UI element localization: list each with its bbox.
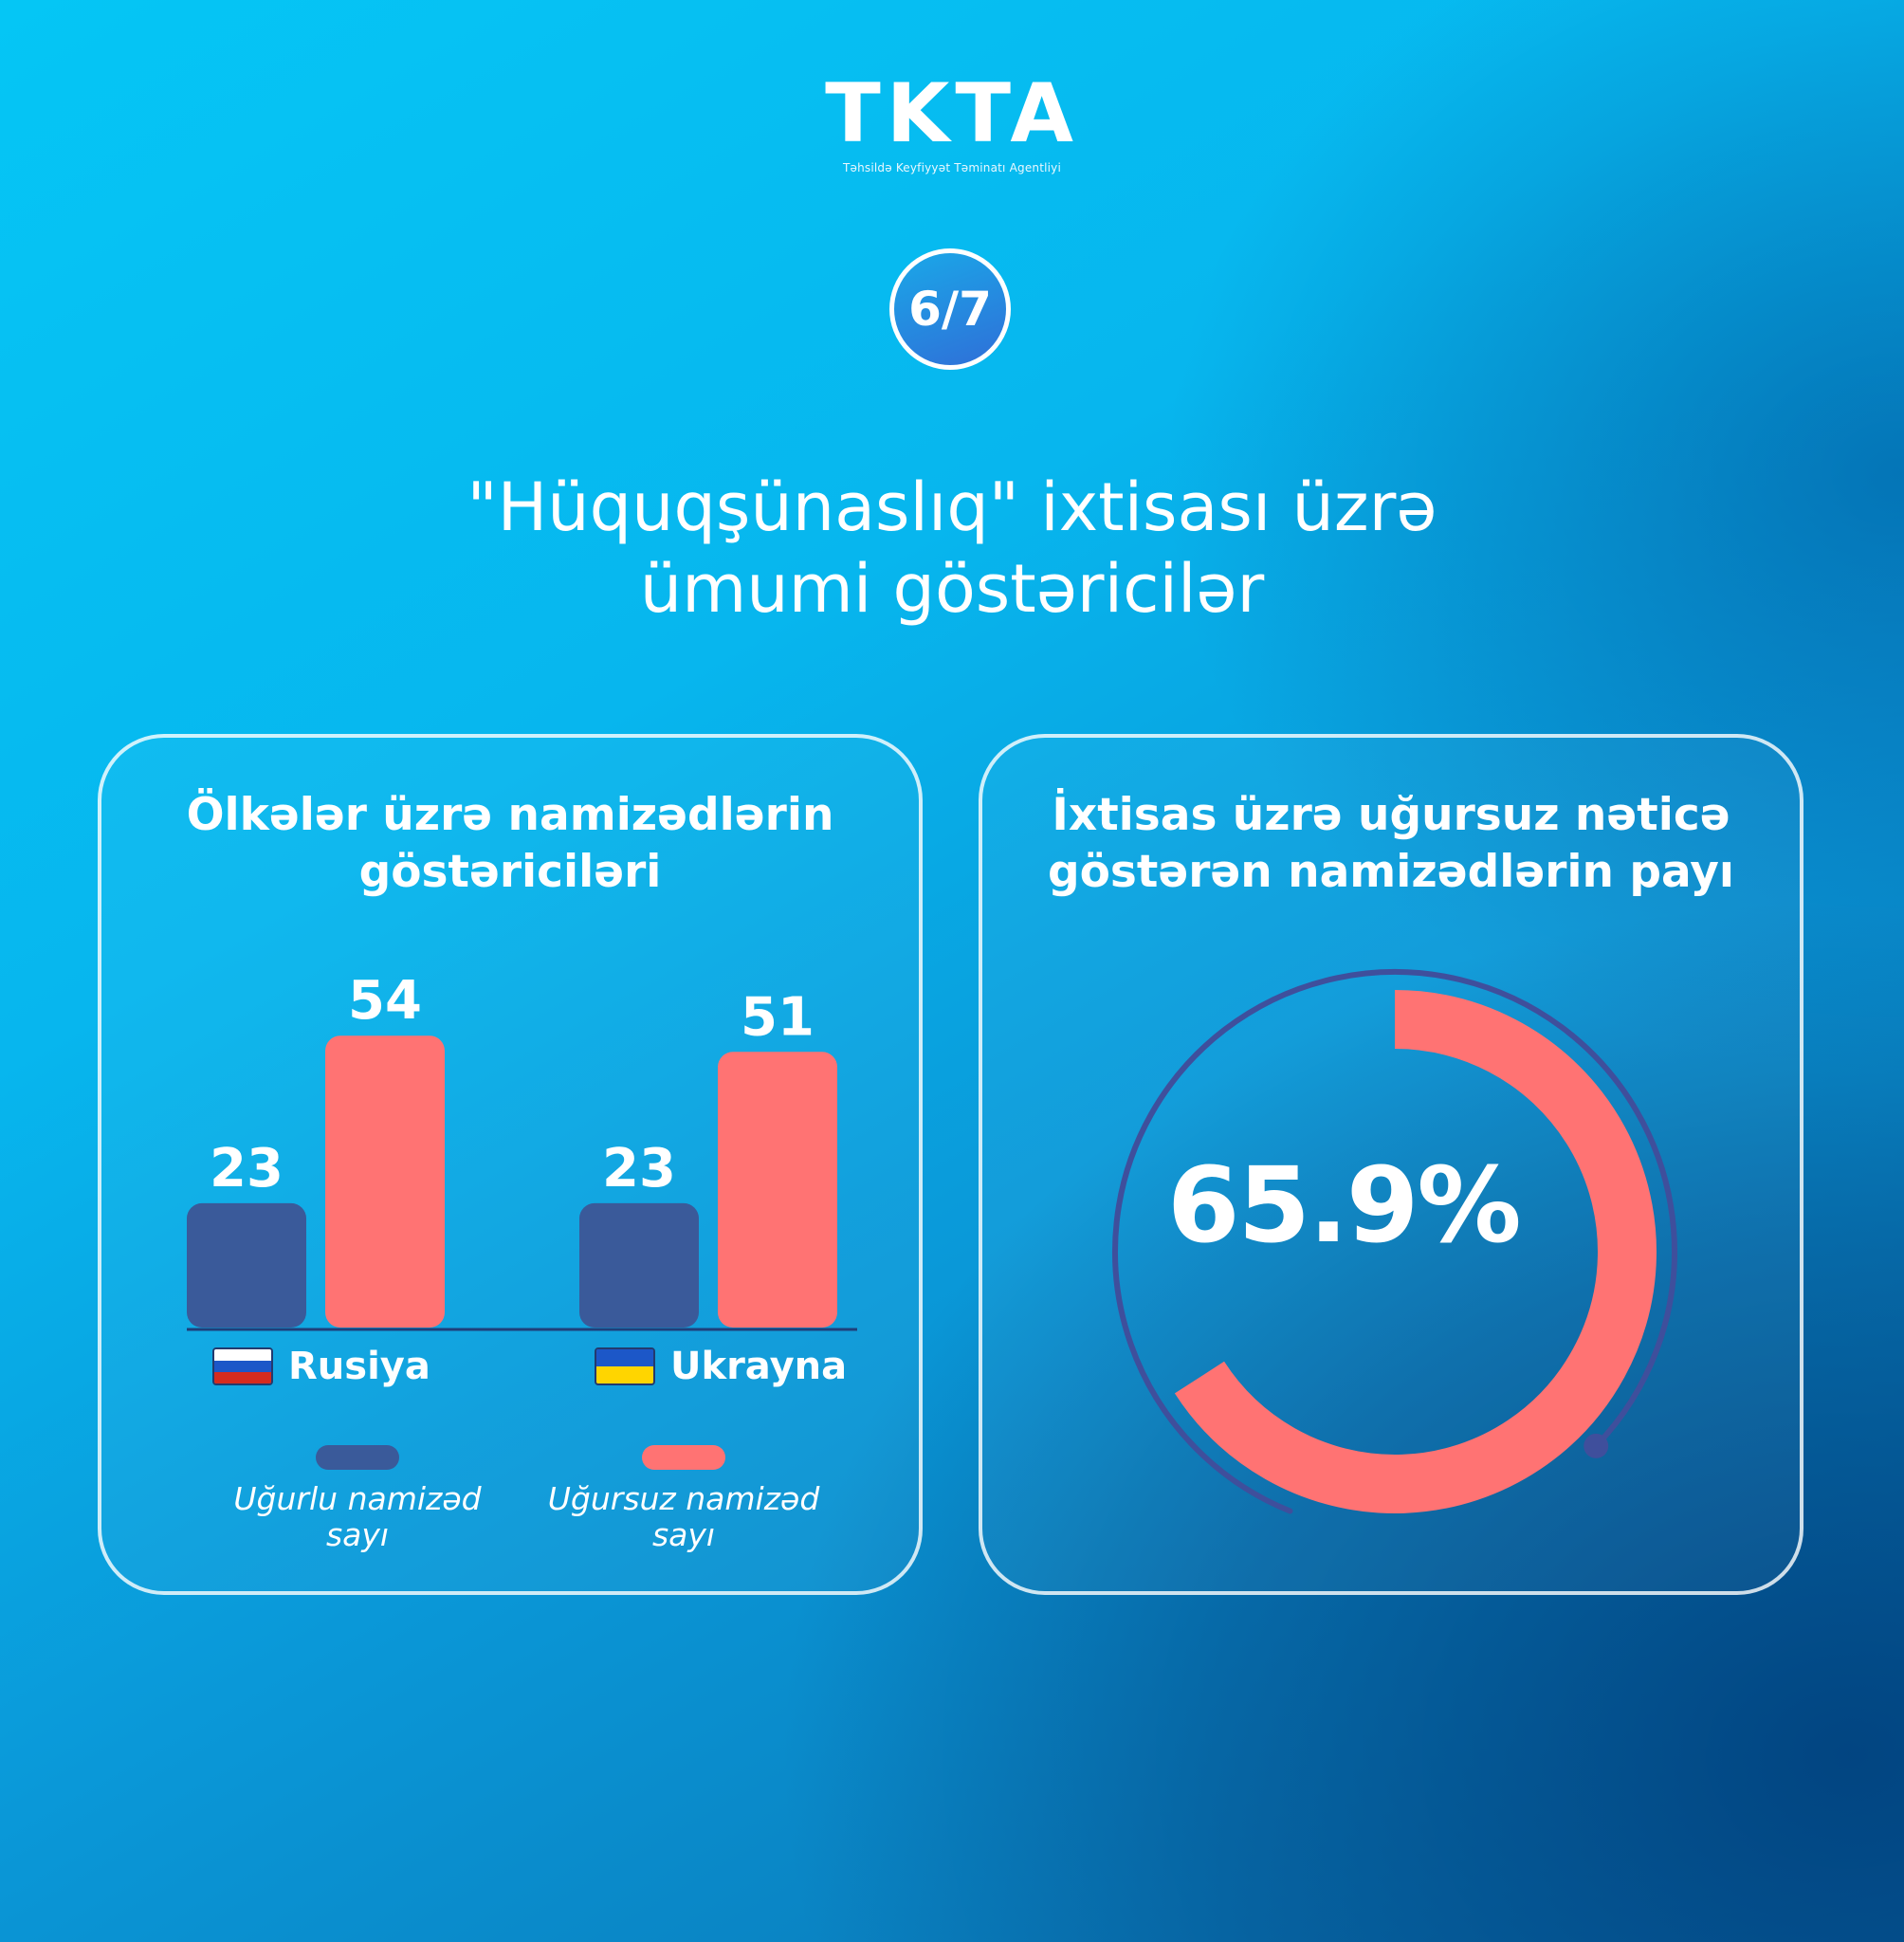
- bar-value-rusiya-successful: 23: [210, 1138, 284, 1200]
- bar-rusiya-successful: [187, 1202, 306, 1328]
- legend-label-successful-line-2: sayı: [325, 1516, 390, 1553]
- legend-label-unsuccessful-line-2: sayı: [651, 1516, 716, 1553]
- legend-label-unsuccessful-line-1: Uğursuz namizəd: [547, 1480, 820, 1517]
- donut-track: [1112, 969, 1677, 1514]
- donut-value-arc: [1174, 990, 1657, 1513]
- legend-swatch-unsuccessful: [642, 1445, 725, 1470]
- bar-value-ukrayna-unsuccessful: 51: [741, 986, 815, 1048]
- country-name-russia: Rusiya: [288, 1345, 430, 1388]
- logo-subtitle: Təhsildə Keyfiyyət Təminatı Agentliyi: [842, 161, 1062, 174]
- page-title-line-2: ümumi göstəricilər: [639, 550, 1265, 628]
- country-label-russia: Rusiya: [212, 1345, 430, 1388]
- bar-ukrayna-unsuccessful: [718, 1052, 837, 1328]
- page-title-line-1: "Hüquqşünaslıq" ixtisası üzrə: [467, 468, 1437, 546]
- legend-item-successful: Uğurlu namizəd sayı: [196, 1445, 519, 1553]
- bar-chart-title-line-1: Ölkələr üzrə namizədlərin: [186, 789, 834, 841]
- legend-label-successful: Uğurlu namizəd sayı: [196, 1481, 519, 1553]
- unsuccessful-share-panel: İxtisas üzrə uğursuz nəticə göstərən nam…: [979, 734, 1803, 1595]
- bar-chart: 23 54 23 51: [187, 970, 857, 1331]
- donut-track-end-dot: [1584, 1433, 1609, 1458]
- logo: TKTA Təhsildə Keyfiyyət Təminatı Agentli…: [0, 66, 1904, 174]
- donut-chart-title-line-2: göstərən namizədlərin payı: [1047, 846, 1735, 898]
- bar-value-rusiya-unsuccessful: 54: [348, 970, 422, 1032]
- bar-chart-title-line-2: göstəriciləri: [358, 846, 662, 898]
- bar-ukrayna-successful: [579, 1202, 699, 1328]
- ukraine-flag-icon: [595, 1347, 655, 1385]
- country-name-ukraine: Ukrayna: [670, 1345, 848, 1388]
- donut-chart-title: İxtisas üzrə uğursuz nəticə göstərən nam…: [982, 787, 1800, 901]
- legend-label-unsuccessful: Uğursuz namizəd sayı: [522, 1481, 845, 1553]
- page-indicator: 6/7: [889, 248, 1011, 370]
- logo-title: TKTA: [825, 66, 1079, 161]
- country-label-ukraine: Ukrayna: [595, 1345, 847, 1388]
- legend-swatch-successful: [316, 1445, 399, 1470]
- bar-value-ukrayna-successful: 23: [602, 1138, 676, 1200]
- country-bar-chart-panel: Ölkələr üzrə namizədlərin göstəriciləri …: [98, 734, 923, 1595]
- donut-chart: [1112, 969, 1677, 1514]
- donut-value-label: 65.9%: [1167, 1145, 1522, 1266]
- bar-chart-title: Ölkələr üzrə namizədlərin göstəriciləri: [101, 787, 919, 901]
- legend-label-successful-line-1: Uğurlu namizəd: [233, 1480, 482, 1517]
- legend-item-unsuccessful: Uğursuz namizəd sayı: [522, 1445, 845, 1553]
- page-title: "Hüquqşünaslıq" ixtisası üzrə ümumi göst…: [0, 467, 1904, 630]
- donut-chart-title-line-1: İxtisas üzrə uğursuz nəticə: [1052, 789, 1730, 841]
- russia-flag-icon: [212, 1347, 273, 1385]
- bar-rusiya-unsuccessful: [325, 1035, 445, 1328]
